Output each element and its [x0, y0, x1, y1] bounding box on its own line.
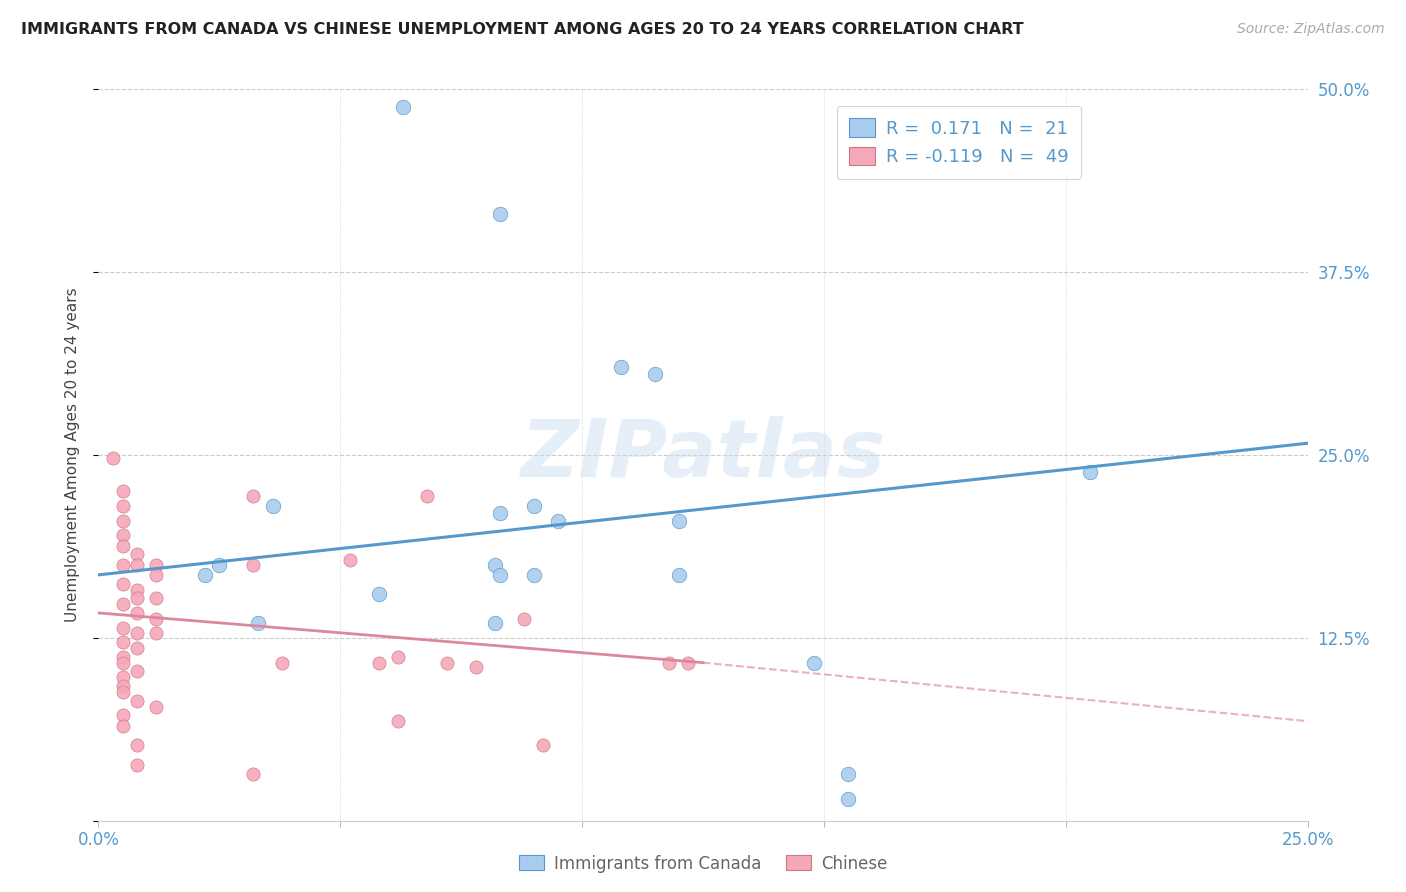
Point: [242, 558, 264, 572]
Point: [111, 649, 134, 664]
Point: [111, 576, 134, 591]
Point: [547, 514, 569, 528]
Point: [464, 660, 486, 674]
Point: [145, 558, 167, 572]
Point: [111, 539, 134, 553]
Point: [678, 656, 700, 670]
Point: [339, 553, 361, 567]
Point: [668, 514, 690, 528]
Point: [111, 670, 134, 684]
Point: [387, 714, 409, 728]
Point: [111, 558, 134, 572]
Point: [489, 507, 512, 521]
Legend: Immigrants from Canada, Chinese: Immigrants from Canada, Chinese: [512, 848, 894, 880]
Point: [531, 738, 554, 752]
Point: [111, 514, 134, 528]
Point: [523, 567, 546, 582]
Point: [262, 499, 284, 513]
Point: [242, 489, 264, 503]
Point: [101, 450, 124, 465]
Point: [127, 591, 149, 606]
Point: [803, 656, 825, 670]
Point: [111, 708, 134, 723]
Point: [523, 499, 546, 513]
Point: [111, 597, 134, 611]
Point: [145, 626, 167, 640]
Text: ZIPatlas: ZIPatlas: [520, 416, 886, 494]
Point: [127, 665, 149, 679]
Point: [111, 621, 134, 635]
Point: [145, 567, 167, 582]
Point: [127, 694, 149, 708]
Point: [489, 567, 512, 582]
Point: [436, 656, 458, 670]
Y-axis label: Unemployment Among Ages 20 to 24 years: Unemployment Among Ages 20 to 24 years: [65, 287, 80, 623]
Point: [111, 528, 134, 542]
Text: Source: ZipAtlas.com: Source: ZipAtlas.com: [1237, 22, 1385, 37]
Point: [111, 499, 134, 513]
Point: [111, 685, 134, 699]
Point: [658, 656, 681, 670]
Point: [837, 767, 859, 781]
Point: [127, 738, 149, 752]
Point: [387, 649, 409, 664]
Point: [668, 567, 690, 582]
Point: [127, 640, 149, 655]
Point: [145, 612, 167, 626]
Point: [489, 206, 512, 220]
Text: IMMIGRANTS FROM CANADA VS CHINESE UNEMPLOYMENT AMONG AGES 20 TO 24 YEARS CORRELA: IMMIGRANTS FROM CANADA VS CHINESE UNEMPL…: [21, 22, 1024, 37]
Point: [484, 558, 506, 572]
Point: [271, 656, 294, 670]
Point: [127, 758, 149, 772]
Point: [127, 548, 149, 562]
Point: [111, 718, 134, 732]
Point: [1078, 466, 1101, 480]
Point: [368, 656, 391, 670]
Point: [368, 587, 391, 601]
Point: [111, 484, 134, 499]
Point: [194, 567, 217, 582]
Legend: R =  0.171   N =  21, R = -0.119   N =  49: R = 0.171 N = 21, R = -0.119 N = 49: [837, 105, 1081, 178]
Point: [111, 656, 134, 670]
Point: [513, 612, 536, 626]
Point: [127, 626, 149, 640]
Point: [111, 679, 134, 693]
Point: [127, 558, 149, 572]
Point: [644, 368, 666, 382]
Point: [416, 489, 439, 503]
Point: [145, 699, 167, 714]
Point: [610, 360, 633, 375]
Point: [111, 635, 134, 649]
Point: [127, 606, 149, 620]
Point: [484, 616, 506, 631]
Point: [145, 591, 167, 606]
Point: [208, 558, 231, 572]
Point: [247, 616, 270, 631]
Point: [837, 791, 859, 805]
Point: [127, 582, 149, 597]
Point: [392, 100, 415, 114]
Point: [242, 767, 264, 781]
